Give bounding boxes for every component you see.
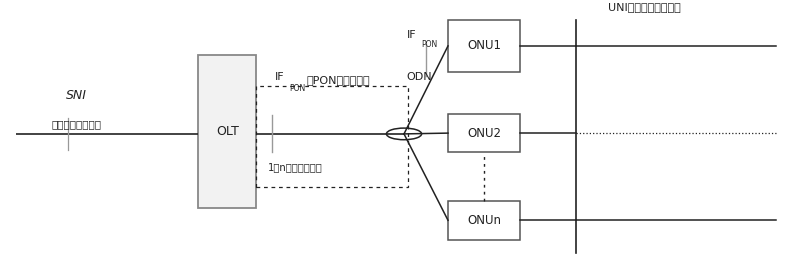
Text: UNI（用户网络接口）: UNI（用户网络接口）	[608, 2, 681, 13]
Bar	[448, 114, 520, 152]
Text: ODN: ODN	[406, 72, 432, 82]
Bar	[448, 201, 520, 240]
Text: （业务节点接口）: （业务节点接口）	[51, 120, 101, 130]
Bar	[448, 20, 520, 72]
Text: IF: IF	[274, 72, 284, 82]
Text: （PON专用接口）: （PON专用接口）	[306, 75, 370, 85]
Text: 1：n无源光分路器: 1：n无源光分路器	[268, 162, 322, 172]
Text: PON: PON	[422, 40, 438, 49]
Text: ONUn: ONUn	[467, 214, 501, 227]
Text: ONU1: ONU1	[467, 39, 501, 52]
Bar	[256, 86, 408, 187]
Text: PON: PON	[290, 84, 306, 93]
Text: IF: IF	[406, 30, 416, 40]
Bar	[198, 55, 256, 208]
Text: SNI: SNI	[66, 89, 86, 102]
Text: ONU2: ONU2	[467, 127, 501, 140]
Text: OLT: OLT	[216, 125, 238, 138]
